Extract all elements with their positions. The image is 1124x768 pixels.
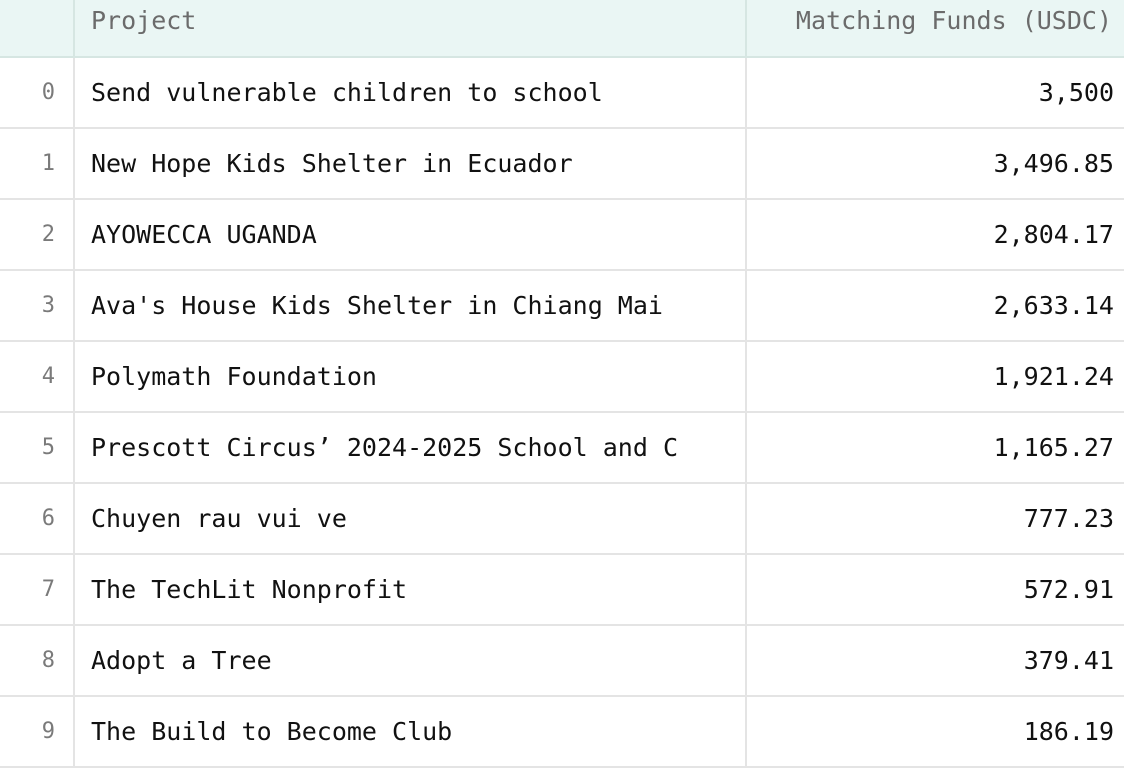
row-index[interactable]: 5 [0,413,75,482]
row-index[interactable]: 8 [0,626,75,695]
project-cell[interactable]: The Build to Become Club [75,697,747,766]
project-cell[interactable]: Chuyen rau vui ve [75,484,747,553]
funds-cell[interactable]: 2,804.17 [993,220,1114,249]
table-header: Project Matching Funds (USDC) [0,0,1124,58]
project-cell[interactable]: Prescott Circus’ 2024-2025 School and C [75,413,747,482]
project-cell[interactable]: AYOWECCA UGANDA [75,200,747,269]
project-cell[interactable]: Polymath Foundation [75,342,747,411]
row-index[interactable]: 1 [0,129,75,198]
table-row: 1 New Hope Kids Shelter in Ecuador 3,496.8… [0,129,1124,200]
project-cell[interactable]: Ava's House Kids Shelter in Chiang Mai [75,271,747,340]
header-matching-funds[interactable]: Matching Funds (USDC) [795,6,1112,35]
table-row: 0 Send vulnerable children to school 3,500 [0,58,1124,129]
row-index[interactable]: 6 [0,484,75,553]
table-row: 9 The Build to Become Club 186.19 [0,697,1124,768]
table-row: 5 Prescott Circus’ 2024-2025 School and C… [0,413,1124,484]
row-index[interactable]: 2 [0,200,75,269]
project-cell[interactable]: Send vulnerable children to school [75,58,747,127]
row-index[interactable]: 3 [0,271,75,340]
row-index[interactable]: 0 [0,58,75,127]
row-index[interactable]: 9 [0,697,75,766]
funds-cell[interactable]: 1,165.27 [993,433,1114,462]
funds-cell[interactable]: 379.41 [1023,646,1114,675]
funds-cell[interactable]: 3,496.85 [993,149,1114,178]
row-index[interactable]: 7 [0,555,75,624]
table-row: 2 AYOWECCA UGANDA 2,804.17 [0,200,1124,271]
row-index[interactable]: 4 [0,342,75,411]
funds-cell[interactable]: 2,633.14 [993,291,1114,320]
table-row: 8 Adopt a Tree 379.41 [0,626,1124,697]
funds-cell[interactable]: 1,921.24 [993,362,1114,391]
funds-cell[interactable]: 572.91 [1023,575,1114,604]
funds-cell[interactable]: 186.19 [1023,717,1114,746]
project-cell[interactable]: The TechLit Nonprofit [75,555,747,624]
funds-cell[interactable]: 777.23 [1023,504,1114,533]
table-row: 3 Ava's House Kids Shelter in Chiang Mai 2… [0,271,1124,342]
funds-cell[interactable]: 3,500 [1038,78,1114,107]
table-row: 6 Chuyen rau vui ve 777.23 [0,484,1124,555]
table-row: 7 The TechLit Nonprofit 572.91 [0,555,1124,626]
project-cell[interactable]: New Hope Kids Shelter in Ecuador [75,129,747,198]
project-cell[interactable]: Adopt a Tree [75,626,747,695]
table-row: 4 Polymath Foundation 1,921.24 [0,342,1124,413]
header-index[interactable] [0,0,75,56]
header-project[interactable]: Project [75,0,747,56]
